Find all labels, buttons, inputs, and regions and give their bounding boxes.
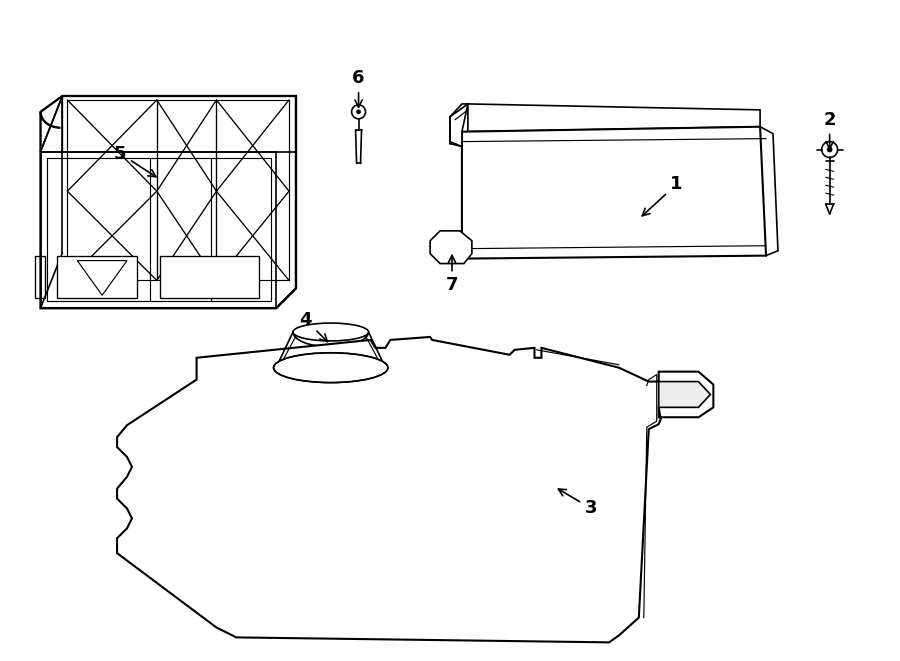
Circle shape [827,147,832,152]
Polygon shape [430,231,472,264]
Text: 6: 6 [352,69,365,107]
Circle shape [356,110,361,114]
Text: 3: 3 [558,489,598,518]
Text: 7: 7 [446,255,458,294]
Polygon shape [450,104,468,147]
Text: 5: 5 [113,145,156,176]
Ellipse shape [274,354,387,381]
Circle shape [451,247,454,250]
Text: 1: 1 [643,175,683,215]
Ellipse shape [274,353,388,383]
Polygon shape [77,260,127,295]
Polygon shape [462,127,766,258]
Polygon shape [468,104,760,132]
Polygon shape [160,256,259,298]
Polygon shape [117,337,714,642]
Ellipse shape [293,323,368,341]
Polygon shape [58,256,137,298]
Polygon shape [40,96,296,308]
Text: 4: 4 [300,311,328,342]
Text: 2: 2 [824,111,836,149]
Polygon shape [659,381,710,407]
